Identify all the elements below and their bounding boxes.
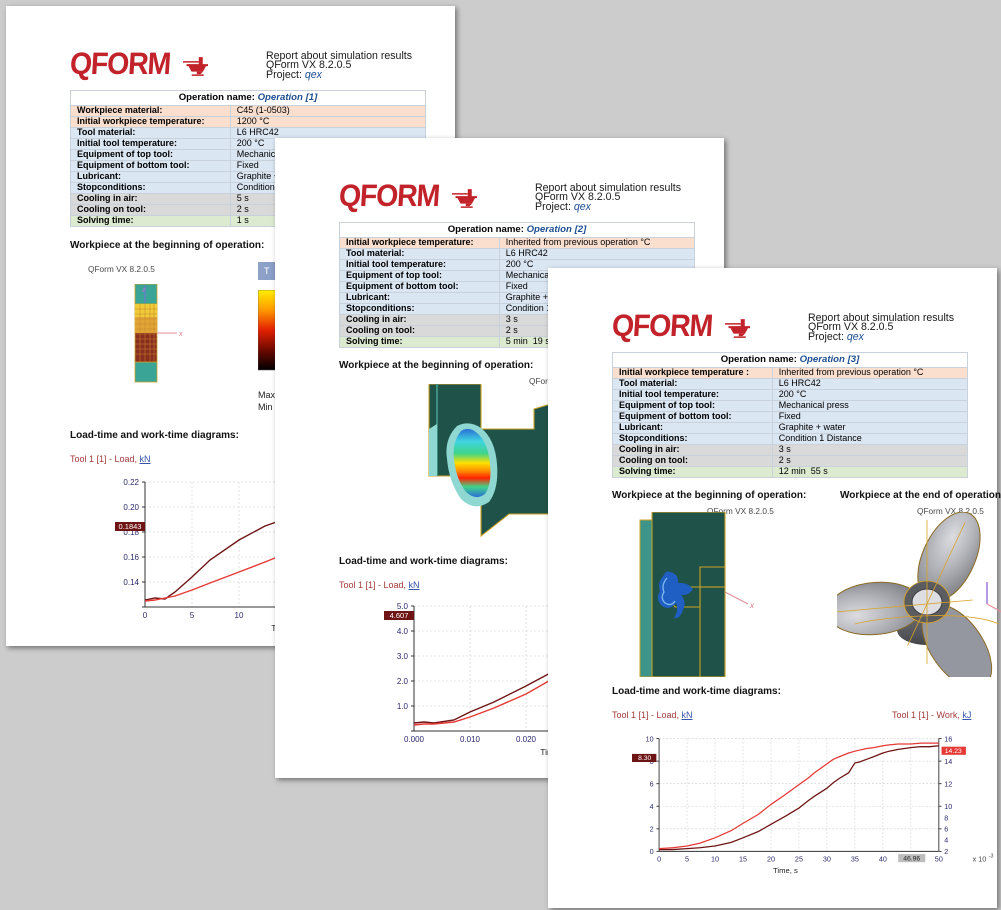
svg-text:14.23: 14.23 <box>945 748 962 755</box>
svg-text:2: 2 <box>650 825 654 834</box>
svg-text:8: 8 <box>944 814 948 823</box>
svg-text:35: 35 <box>851 854 859 863</box>
svg-text:5.0: 5.0 <box>397 602 409 611</box>
svg-text:x: x <box>178 331 183 338</box>
svg-text:Time, s: Time, s <box>773 866 798 875</box>
svg-text:0.000: 0.000 <box>404 735 425 744</box>
svg-text:0.16: 0.16 <box>123 553 139 562</box>
svg-text:4: 4 <box>944 835 948 844</box>
svg-text:z: z <box>141 287 146 294</box>
svg-text:1.0: 1.0 <box>397 702 409 711</box>
svg-text:6: 6 <box>944 825 948 834</box>
svg-text:4.607: 4.607 <box>390 611 409 620</box>
svg-text:2: 2 <box>944 847 948 856</box>
svg-text:0: 0 <box>650 847 654 856</box>
svg-text:0.14: 0.14 <box>123 578 139 587</box>
svg-text:0.20: 0.20 <box>123 503 139 512</box>
svg-text:0.020: 0.020 <box>516 735 537 744</box>
svg-text:5: 5 <box>685 854 689 863</box>
svg-text:10: 10 <box>711 854 719 863</box>
svg-text:15: 15 <box>739 854 747 863</box>
svg-text:10: 10 <box>944 802 952 811</box>
svg-text:4.0: 4.0 <box>397 627 409 636</box>
svg-text:0.010: 0.010 <box>460 735 481 744</box>
svg-text:25: 25 <box>795 854 803 863</box>
svg-text:5: 5 <box>190 611 195 620</box>
svg-text:10: 10 <box>235 611 244 620</box>
svg-text:0.1843: 0.1843 <box>119 522 142 531</box>
svg-text:16: 16 <box>944 734 952 743</box>
svg-text:0.22: 0.22 <box>123 478 139 487</box>
svg-text:10: 10 <box>646 734 654 743</box>
svg-text:30: 30 <box>823 854 831 863</box>
svg-text:0: 0 <box>657 854 661 863</box>
svg-text:46.96: 46.96 <box>903 855 920 862</box>
svg-text:12: 12 <box>944 779 952 788</box>
svg-text:20: 20 <box>767 854 775 863</box>
svg-text:-3: -3 <box>989 854 994 860</box>
svg-text:4: 4 <box>650 802 654 811</box>
svg-text:x: x <box>749 601 755 610</box>
svg-text:8.30: 8.30 <box>638 755 651 762</box>
svg-text:14: 14 <box>944 757 952 766</box>
svg-text:0: 0 <box>143 611 148 620</box>
svg-text:2.0: 2.0 <box>397 677 409 686</box>
svg-text:x 10: x 10 <box>973 854 987 863</box>
svg-text:50: 50 <box>935 854 943 863</box>
svg-text:6: 6 <box>650 779 654 788</box>
svg-text:3.0: 3.0 <box>397 652 409 661</box>
svg-text:40: 40 <box>879 854 887 863</box>
